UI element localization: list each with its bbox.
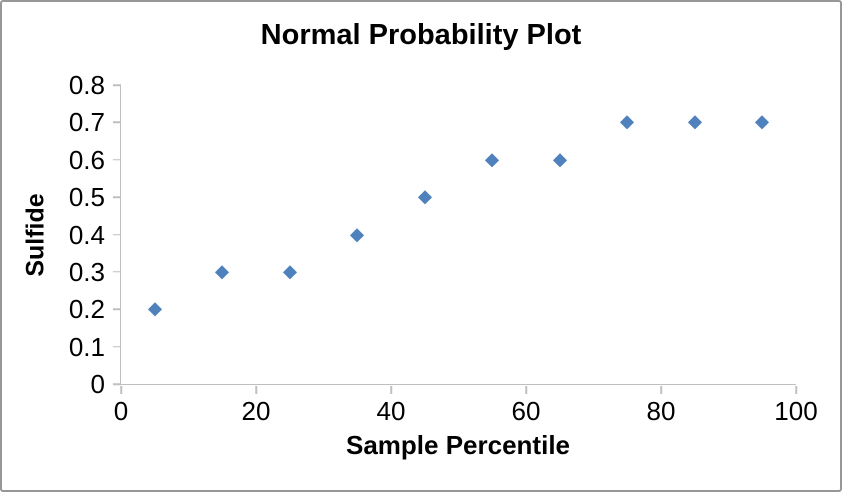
x-tick-label: 40 (376, 396, 406, 426)
y-tick-mark (112, 84, 121, 86)
data-point-marker (215, 265, 229, 279)
x-axis-label: Sample Percentile (346, 430, 570, 460)
data-point-marker (350, 227, 364, 242)
data-point-marker (553, 153, 567, 167)
y-tick-mark (112, 121, 121, 124)
data-point-marker (485, 153, 499, 167)
data-point-marker (418, 190, 432, 204)
x-tick-label: 80 (646, 396, 676, 426)
y-tick-mark (112, 271, 121, 273)
x-tick-mark (120, 385, 122, 394)
y-tick-label: 0.2 (68, 294, 105, 325)
plot-area: 0 0.1 0.2 0.3 0.4 0.5 0.6 0.7 0.8 0 20 40 60 80 100 (69, 72, 818, 424)
data-point-marker (688, 115, 702, 130)
y-tick-mark (112, 233, 121, 236)
y-tick-label: 0.4 (68, 219, 105, 250)
x-tick-mark (660, 385, 662, 394)
y-tick-label: 0.6 (68, 144, 105, 175)
data-point-marker (148, 302, 162, 316)
x-tick-label: 0 (113, 396, 129, 426)
y-tick-mark (112, 383, 121, 385)
x-tick-label: 100 (774, 396, 818, 426)
x-tick-mark (255, 385, 257, 394)
x-tick-label: 20 (241, 396, 271, 426)
x-tick-mark (390, 385, 392, 394)
data-point-marker (755, 115, 769, 130)
data-point-marker (283, 265, 297, 279)
x-tick-mark (795, 385, 797, 394)
data-point-marker (620, 115, 634, 130)
y-tick-label: 0.8 (68, 70, 105, 100)
x-tick-mark (525, 385, 527, 394)
y-tick-label: 0.5 (68, 182, 105, 213)
x-tick-label: 60 (511, 396, 541, 426)
y-tick-label: 0.1 (68, 331, 105, 362)
y-axis-label: Sulfide (21, 193, 50, 277)
y-tick-mark (112, 308, 121, 310)
y-tick-mark (112, 159, 121, 161)
y-tick-label: 0.3 (68, 256, 105, 287)
y-tick-label: 0.7 (68, 107, 105, 138)
y-tick-mark (112, 196, 121, 198)
y-tick-label: 0 (90, 369, 105, 399)
chart-title: Normal Probability Plot (260, 19, 582, 51)
y-tick-mark (112, 345, 121, 348)
